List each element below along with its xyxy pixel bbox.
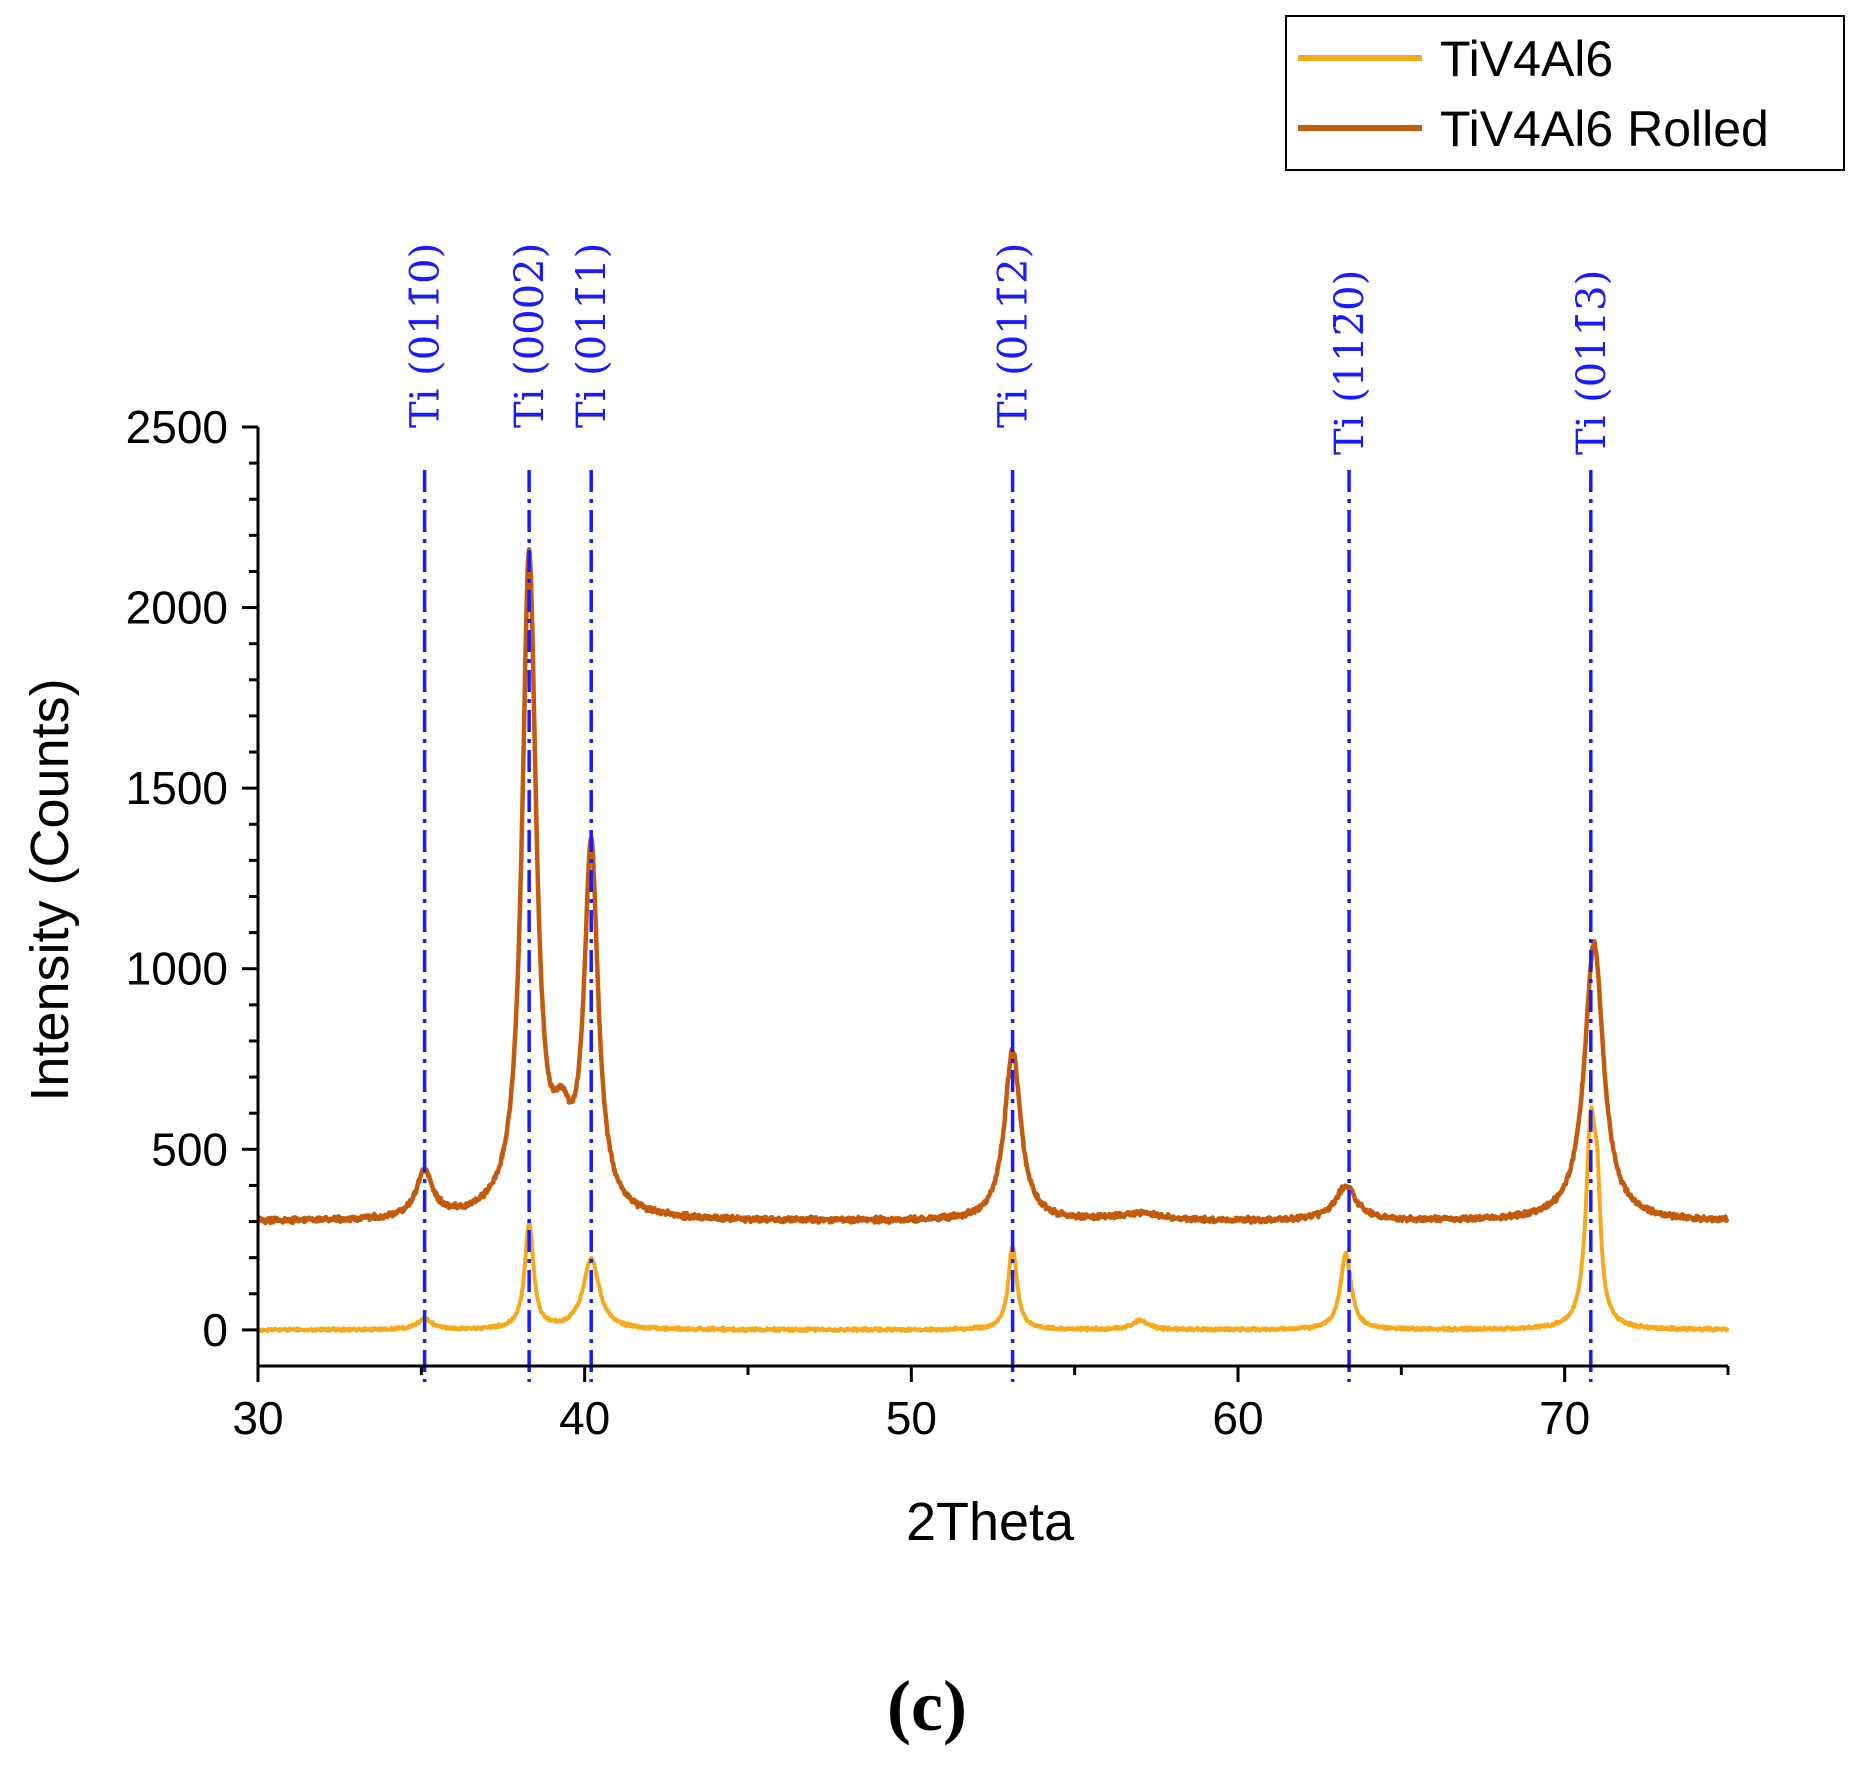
x-tick-label: 40 bbox=[559, 1392, 610, 1444]
y-tick-label: 500 bbox=[151, 1123, 228, 1175]
y-ticks: 0 500 1000 1500 2000 2500 bbox=[126, 401, 258, 1356]
x-tick-label: 70 bbox=[1539, 1392, 1590, 1444]
reference-line-label: Ti (0002) bbox=[507, 243, 553, 428]
series-line-tiv4al6 bbox=[256, 1105, 1730, 1334]
reference-lines: Ti (011̄0) Ti (0002) Ti (011̄1) Ti (011̄2) T… bbox=[403, 243, 1615, 1382]
y-tick-label: 0 bbox=[202, 1304, 228, 1356]
y-tick-label: 1500 bbox=[126, 762, 228, 814]
reference-line-label: Ti (011̄1) bbox=[569, 243, 615, 428]
y-tick-label: 1000 bbox=[126, 943, 228, 995]
reference-line-label: Ti (011̄0) bbox=[403, 243, 449, 428]
x-ticks: 30 40 50 60 70 bbox=[232, 1366, 1730, 1444]
y-tick-label: 2500 bbox=[126, 401, 228, 453]
legend-label-tiv4al6-rolled: TiV4Al6 Rolled bbox=[1440, 101, 1769, 157]
legend-label-tiv4al6: TiV4Al6 bbox=[1440, 31, 1613, 87]
legend-box bbox=[1285, 15, 1845, 171]
reference-line-label: Ti (011̄2) bbox=[991, 243, 1037, 428]
y-tick-label: 2000 bbox=[126, 582, 228, 634]
y-axis-title: Intensity (Counts) bbox=[20, 678, 80, 1101]
x-axis-title: 2Theta bbox=[906, 1492, 1075, 1552]
series-layer bbox=[255, 547, 1730, 1334]
reference-line-label: Ti (011̄3) bbox=[1569, 270, 1615, 455]
x-tick-label: 50 bbox=[886, 1392, 937, 1444]
reference-line-label: Ti (112̄0) bbox=[1327, 270, 1373, 455]
panel-label: (c) bbox=[887, 1666, 967, 1746]
x-tick-label: 30 bbox=[232, 1392, 283, 1444]
series-line-tiv4al6-rolled bbox=[255, 547, 1730, 1226]
x-tick-label: 60 bbox=[1212, 1392, 1263, 1444]
axes bbox=[256, 427, 1728, 1368]
legend: TiV4Al6 TiV4Al6 Rolled bbox=[1285, 15, 1845, 171]
